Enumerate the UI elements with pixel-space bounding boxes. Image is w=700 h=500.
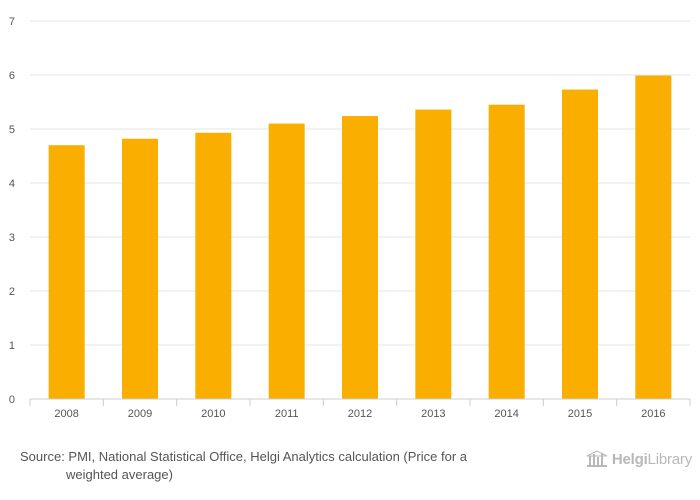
- y-tick-label-6: 6: [9, 70, 15, 82]
- x-axis-ticks: [29, 399, 691, 406]
- x-tick-label-2008: 2008: [54, 408, 78, 420]
- y-tick-label-3: 3: [9, 232, 15, 244]
- bar-2015: [562, 89, 598, 399]
- source-text-line-1: Source: PMI, National Statistical Office…: [20, 449, 468, 464]
- x-axis-tick-labels: 2008 2009 2010 2011 2012 2013 2014 2015 2016: [54, 408, 665, 420]
- bar-2010: [195, 132, 232, 399]
- x-tick-label-2016: 2016: [641, 408, 665, 420]
- bar-2009: [122, 138, 158, 399]
- x-tick-label-2014: 2014: [494, 408, 518, 420]
- y-axis-tick-labels: 0 1 2 3 4 5 6 7: [9, 16, 15, 406]
- bar-2008: [48, 145, 85, 399]
- x-tick-label-2013: 2013: [421, 408, 445, 420]
- x-tick-label-2015: 2015: [568, 408, 592, 420]
- x-tick-label-2011: 2011: [275, 408, 299, 420]
- y-tick-label-2: 2: [9, 286, 15, 298]
- logo-text: HelgiLibrary: [611, 450, 692, 468]
- source-note: Source: PMI, National Statistical Office…: [20, 448, 540, 484]
- bars: [48, 75, 672, 399]
- bar-2012: [342, 116, 378, 399]
- library-icon: [586, 450, 608, 467]
- source-text-line-2: weighted average): [66, 467, 173, 482]
- x-tick-label-2009: 2009: [128, 408, 152, 420]
- bar-2016: [635, 75, 672, 399]
- y-tick-label-5: 5: [9, 124, 15, 136]
- bar-2013: [415, 109, 452, 399]
- helgi-library-logo: HelgiLibrary: [586, 448, 692, 470]
- bar-2011: [268, 123, 305, 399]
- x-tick-label-2012: 2012: [348, 408, 372, 420]
- bar-2014: [488, 104, 525, 399]
- x-tick-label-2010: 2010: [201, 408, 225, 420]
- y-tick-label-7: 7: [9, 16, 15, 28]
- bar-chart: 0 1 2 3 4 5 6 7 2008 2009 2010 2011 2012 2013 2014 201…: [9, 16, 691, 420]
- y-tick-label-1: 1: [9, 340, 15, 352]
- y-tick-label-4: 4: [9, 178, 15, 190]
- y-tick-label-0: 0: [9, 394, 15, 406]
